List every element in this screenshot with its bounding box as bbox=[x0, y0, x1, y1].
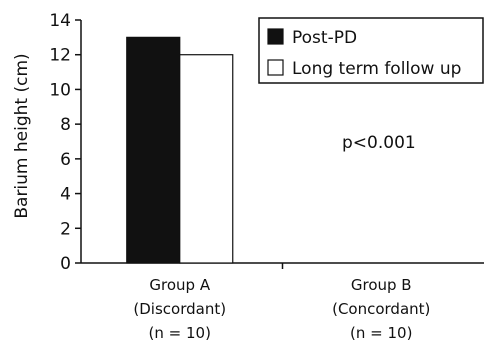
legend-label-post-pd: Post-PD bbox=[292, 28, 357, 48]
x-category-label: (Concordant) bbox=[332, 300, 430, 318]
legend-label-long-term: Long term follow up bbox=[292, 59, 461, 79]
y-tick-label: 6 bbox=[60, 150, 71, 170]
y-ticks: 0 2 4 6 8 10 12 14 bbox=[49, 11, 81, 274]
bar-long-term-follow-up-0 bbox=[180, 55, 233, 263]
y-tick-label: 4 bbox=[60, 185, 71, 205]
x-category-label: (n = 10) bbox=[350, 324, 412, 342]
x-category-label: (n = 10) bbox=[149, 324, 211, 342]
y-tick-label: 14 bbox=[49, 11, 71, 31]
y-tick-label: 0 bbox=[60, 254, 71, 274]
y-tick-label: 8 bbox=[60, 115, 71, 135]
y-axis-label: Barium height (cm) bbox=[12, 53, 32, 218]
x-categories: Group A (Discordant) (n = 10) Group B (Conco… bbox=[133, 263, 430, 342]
x-category-label: (Discordant) bbox=[133, 300, 226, 318]
y-tick-label: 2 bbox=[60, 219, 71, 239]
p-value-annotation: p<0.001 bbox=[342, 133, 416, 153]
bars bbox=[127, 37, 233, 263]
legend-swatch-long-term bbox=[268, 60, 283, 75]
x-category-label: Group A bbox=[149, 276, 210, 294]
y-tick-label: 12 bbox=[49, 46, 71, 66]
x-category-label: Group B bbox=[351, 276, 412, 294]
y-tick-label: 10 bbox=[49, 80, 71, 100]
legend: Post-PD Long term follow up bbox=[259, 18, 483, 83]
bar-post-pd-0 bbox=[127, 37, 180, 263]
legend-swatch-post-pd bbox=[268, 29, 283, 44]
